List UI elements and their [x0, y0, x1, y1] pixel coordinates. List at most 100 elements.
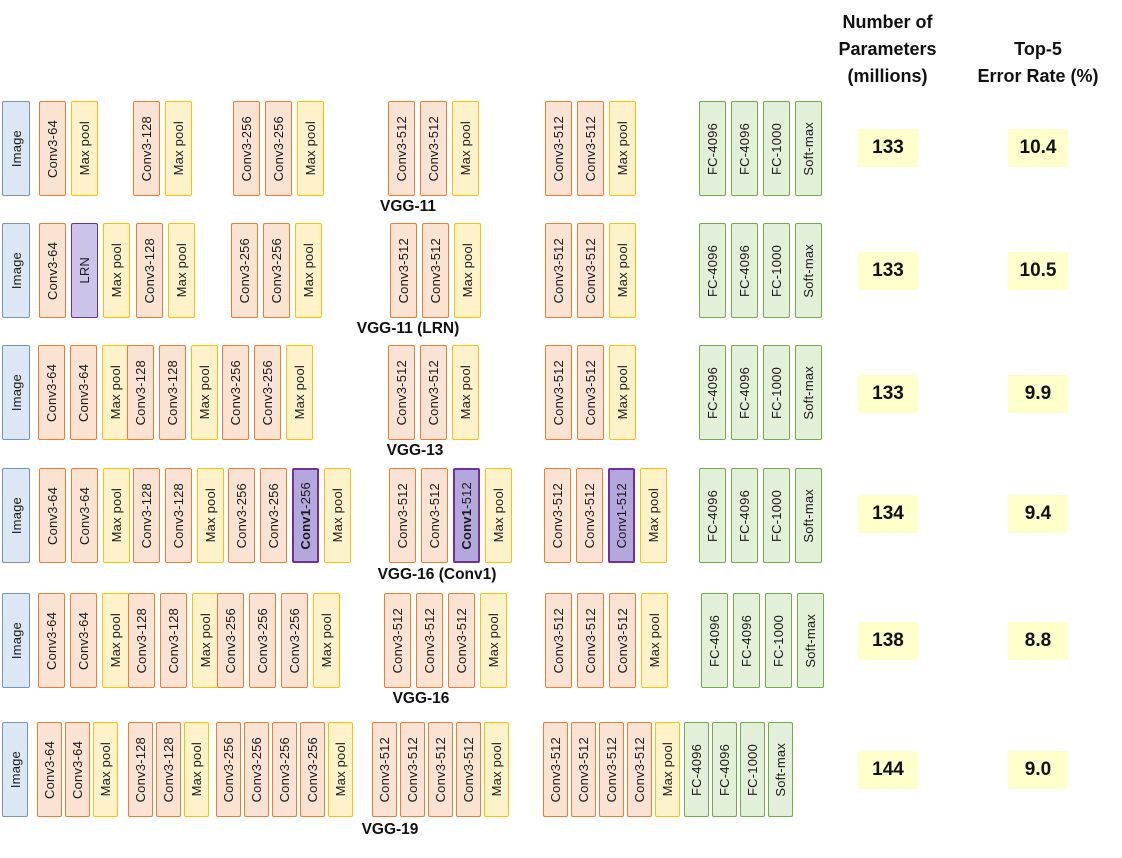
layer-box-max-pool: Max pool	[197, 468, 224, 563]
layer-label: Conv3-128	[161, 736, 176, 803]
layer-box-conv3-256: Conv3-256	[217, 593, 244, 688]
layer-box-fc-4096: FC-4096	[701, 593, 728, 688]
layer-label: Max pool	[460, 243, 475, 298]
params-value: 134	[858, 495, 918, 533]
layer-box-conv3-512: Conv3-512	[545, 101, 572, 196]
layer-label: Max pool	[303, 121, 318, 176]
layer-label: FC-4096	[737, 244, 752, 297]
layer-label: Conv3-512	[604, 736, 619, 803]
layer-label: Conv3-128	[133, 736, 148, 803]
layer-label: Conv3-512	[583, 115, 598, 182]
layer-label: Soft-max	[773, 742, 788, 797]
layer-label: Conv3-512	[583, 237, 598, 304]
layer-label: Max pool	[292, 365, 307, 420]
layer-box-max-pool: Max pool	[103, 223, 130, 318]
layer-box-conv3-64: Conv3-64	[39, 468, 66, 563]
layer-box-conv3-512: Conv3-512	[571, 722, 596, 817]
layer-label: FC-4096	[705, 489, 720, 542]
layer-label: FC-4096	[707, 614, 722, 667]
layer-label: Conv3-512	[550, 482, 565, 549]
layer-label: Image	[8, 129, 24, 168]
layer-label: Max pool	[615, 365, 630, 420]
layer-box-conv3-128: Conv3-128	[133, 468, 160, 563]
layer-box-conv3-512: Conv3-512	[609, 593, 636, 688]
layer-box-image: Image	[2, 101, 30, 196]
layer-label: Max pool	[171, 121, 186, 176]
layer-label: Conv3-512	[551, 359, 566, 426]
layer-box-max-pool: Max pool	[184, 722, 209, 817]
layer-box-conv3-512: Conv3-512	[372, 722, 397, 817]
layer-label: Conv3-256	[255, 607, 270, 674]
layer-label: Max pool	[203, 488, 218, 543]
layer-box-conv3-128: Conv3-128	[136, 223, 163, 318]
layer-box-conv3-512: Conv3-512	[577, 345, 604, 440]
layer-box-conv3-64: Conv3-64	[70, 345, 97, 440]
layer-box-max-pool: Max pool	[93, 722, 118, 817]
layer-box-max-pool: Max pool	[609, 223, 636, 318]
layer-label: Conv3-512	[394, 115, 409, 182]
layer-box-image: Image	[2, 345, 30, 440]
layer-label: Soft-max	[801, 488, 816, 543]
layer-box-conv3-64: Conv3-64	[38, 345, 65, 440]
layer-label: Max pool	[458, 121, 473, 176]
layer-label: Conv1-256	[298, 481, 313, 550]
layer-label: Max pool	[174, 243, 189, 298]
layer-box-conv3-256: Conv3-256	[244, 722, 269, 817]
layer-box-fc-4096: FC-4096	[733, 593, 760, 688]
layer-label: Max pool	[333, 742, 348, 797]
layer-box-fc-1000: FC-1000	[763, 345, 790, 440]
layer-label: Soft-max	[801, 243, 816, 298]
layer-box-fc-4096: FC-4096	[684, 722, 709, 817]
layer-label: Conv3-512	[405, 736, 420, 803]
layer-label: FC-4096	[739, 614, 754, 667]
layer-box-conv3-64: Conv3-64	[39, 223, 66, 318]
layer-label: Conv3-128	[165, 359, 180, 426]
layer-label: Conv3-512	[576, 736, 591, 803]
layer-box-conv3-512: Conv3-512	[544, 468, 571, 563]
layer-label: FC-4096	[689, 743, 704, 796]
layer-box-fc-1000: FC-1000	[763, 468, 790, 563]
layer-label: FC-1000	[745, 743, 760, 796]
layer-label: Conv3-512	[632, 736, 647, 803]
layer-label: Image	[8, 496, 24, 535]
layer-box-conv3-256: Conv3-256	[254, 345, 281, 440]
layer-box-conv3-256: Conv3-256	[263, 223, 290, 318]
layer-box-conv3-512: Conv3-512	[422, 223, 449, 318]
layer-box-conv3-64: Conv3-64	[38, 593, 65, 688]
layer-label: Conv3-64	[44, 611, 59, 670]
layer-label: Max pool	[301, 243, 316, 298]
layer-box-conv3-512: Conv3-512	[448, 593, 475, 688]
params-value: 133	[858, 375, 918, 413]
layer-box-max-pool: Max pool	[454, 223, 481, 318]
layer-label: Conv3-512	[583, 359, 598, 426]
layer-box-max-pool: Max pool	[328, 722, 353, 817]
params-value: 144	[858, 751, 918, 789]
layer-box-max-pool: Max pool	[313, 593, 340, 688]
error-value: 8.8	[1008, 622, 1068, 660]
layer-box-conv3-512: Conv3-512	[577, 593, 604, 688]
layer-label: Conv1-512	[459, 481, 474, 550]
layer-label: Conv3-64	[77, 486, 92, 545]
layer-label: Conv3-512	[377, 736, 392, 803]
layer-box-conv3-128: Conv3-128	[156, 722, 181, 817]
layer-box-max-pool: Max pool	[484, 722, 509, 817]
layer-label: Soft-max	[801, 121, 816, 176]
layer-box-max-pool: Max pool	[641, 593, 668, 688]
layer-label: LRN	[77, 257, 92, 284]
layer-label: Max pool	[198, 613, 213, 668]
layer-label: Conv3-512	[551, 115, 566, 182]
params-value: 138	[858, 622, 918, 660]
layer-label: Conv3-512	[454, 607, 469, 674]
layer-label: Conv3-256	[221, 736, 236, 803]
layer-box-conv3-256: Conv3-256	[300, 722, 325, 817]
layer-label: Conv3-256	[260, 359, 275, 426]
layer-box-conv3-256: Conv3-256	[260, 468, 287, 563]
layer-label: Conv3-64	[76, 611, 91, 670]
layer-box-image: Image	[2, 722, 28, 817]
layer-box-conv3-512: Conv3-512	[599, 722, 624, 817]
layer-label: Conv3-256	[277, 736, 292, 803]
layer-label: Max pool	[615, 121, 630, 176]
layer-box-image: Image	[2, 223, 30, 318]
params-value: 133	[858, 252, 918, 290]
layer-label: Max pool	[189, 742, 204, 797]
